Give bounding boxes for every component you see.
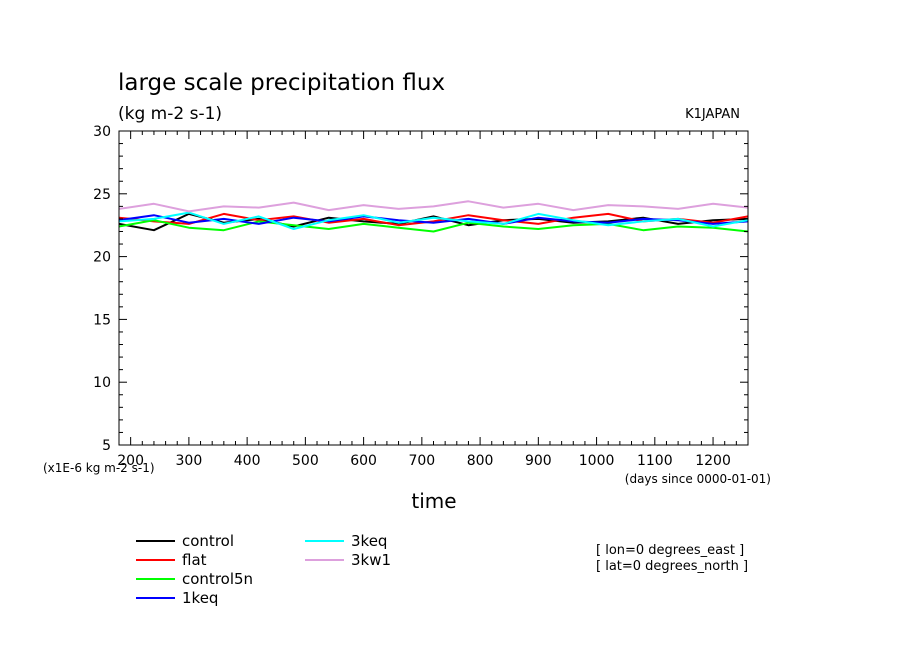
chart-subtitle: (kg m-2 s-1) [118, 104, 222, 124]
legend-label-flat: flat [182, 551, 207, 569]
series-layer [118, 200, 749, 233]
x-axis-label: time [411, 489, 456, 513]
y-units-label: (x1E-6 kg m-2 s-1) [43, 461, 155, 475]
annotation-lon: [ lon=0 degrees_east ] [596, 543, 744, 558]
legend-label-1keq: 1keq [182, 589, 218, 607]
series-line-control [118, 212, 749, 232]
x-tick-label: 1100 [637, 453, 673, 469]
legend-label-control: control [182, 532, 234, 550]
axis-layer: 200 300 400 500 600 700 800 900 1000 1100 1200 5 10 1… [93, 124, 749, 469]
legend-label-3keq: 3keq [351, 532, 387, 550]
series-line-1keq [118, 214, 749, 225]
x-tick-label: 200 [117, 453, 144, 469]
series-line-3kw1 [118, 200, 749, 213]
x-tick-label: 900 [525, 453, 552, 469]
x-tick-label: 400 [234, 453, 261, 469]
y-tick-label: 20 [93, 250, 111, 266]
x-tick-label: 700 [408, 453, 435, 469]
y-tick-label: 25 [93, 187, 111, 203]
y-tick-label: 5 [102, 438, 111, 454]
annotation-lat: [ lat=0 degrees_north ] [596, 559, 748, 574]
y-tick-label: 15 [93, 312, 111, 328]
series-line-3keq [118, 211, 749, 230]
x-tick-label: 800 [467, 453, 494, 469]
x-tick-label: 500 [292, 453, 319, 469]
x-tick-label: 300 [176, 453, 203, 469]
x-tick-label: 1000 [579, 453, 615, 469]
x-tick-label: 600 [350, 453, 377, 469]
x-units-label: (days since 0000-01-01) [625, 472, 771, 486]
y-tick-label: 30 [93, 124, 111, 140]
y-tick-label: 10 [93, 375, 111, 391]
series-line-control5n [118, 219, 749, 233]
legend-label-control5n: control5n [182, 570, 253, 588]
legend-label-3kw1: 3kw1 [351, 551, 391, 569]
model-label: K1JAPAN [685, 107, 740, 122]
x-tick-label: 1200 [695, 453, 731, 469]
chart-title: large scale precipitation flux [118, 70, 445, 96]
